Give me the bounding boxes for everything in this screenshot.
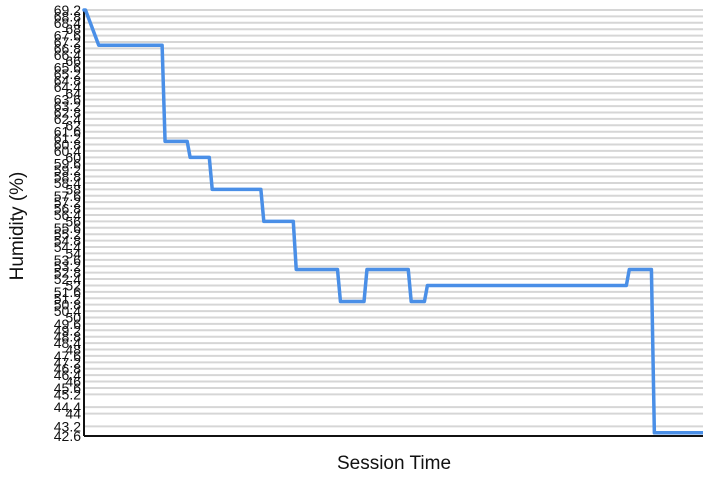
y-tick-label-55: 65.6 — [54, 60, 81, 76]
y-tick-label-21: 52 — [65, 277, 81, 293]
y-tick-label-49: 63.2 — [54, 98, 81, 114]
y-tick-label-60: 67.6 — [54, 28, 81, 44]
y-tick-label-4: 45.2 — [54, 386, 81, 402]
y-tick-label-46: 62 — [65, 117, 81, 133]
y-tick-label-12: 48.4 — [54, 335, 81, 351]
y-tick-label-31: 56 — [65, 213, 81, 229]
y-tick-label-1: 43.2 — [54, 418, 81, 434]
y-axis-title: Humidity (%) — [7, 172, 28, 281]
y-tick-label-17: 50.4 — [54, 303, 81, 319]
y-tick-label-11: 48 — [65, 342, 81, 358]
y-tick-label-14: 49.2 — [54, 322, 81, 338]
y-tick-label-23: 52.8 — [54, 265, 81, 281]
y-tick-label-44: 61.2 — [54, 130, 81, 146]
y-tick-label-9: 47.2 — [54, 354, 81, 370]
y-axis-tick-labels: 42.643.24444.445.245.64646.446.847.247.6… — [54, 2, 81, 444]
y-tick-label-56: 66 — [65, 53, 81, 69]
y-tick-label-2: 44 — [65, 406, 81, 422]
y-tick-label-42: 60.4 — [54, 143, 81, 159]
y-tick-label-59: 67.2 — [54, 34, 81, 50]
y-tick-label-37: 58.4 — [54, 175, 81, 191]
y-tick-label-35: 57.6 — [54, 188, 81, 204]
y-tick-label-48: 62.8 — [54, 104, 81, 120]
y-tick-label-43: 60.8 — [54, 137, 81, 153]
y-tick-label-18: 50.8 — [54, 297, 81, 313]
y-tick-label-32: 56.4 — [54, 207, 81, 223]
y-tick-label-63: 68.8 — [54, 8, 81, 24]
series-line-humidity — [82, 8, 703, 435]
y-tick-label-8: 46.8 — [54, 361, 81, 377]
y-tick-label-29: 55.2 — [54, 226, 81, 242]
y-tick-label-38: 58.8 — [54, 169, 81, 185]
y-tick-label-3: 44.4 — [54, 399, 81, 415]
y-tick-label-26: 54 — [65, 245, 81, 261]
y-tick-label-20: 51.6 — [54, 284, 81, 300]
y-tick-label-15: 49.6 — [54, 316, 81, 332]
y-tick-label-34: 57.2 — [54, 194, 81, 210]
y-tick-label-36: 58 — [65, 181, 81, 197]
y-tick-label-58: 66.8 — [54, 40, 81, 56]
y-tick-label-50: 63.6 — [54, 92, 81, 108]
y-tick-label-7: 46.4 — [54, 367, 81, 383]
y-tick-label-51: 64 — [65, 85, 81, 101]
y-tick-label-62: 68.4 — [54, 15, 81, 31]
y-tick-label-39: 59.2 — [54, 162, 81, 178]
y-tick-label-16: 50 — [65, 309, 81, 325]
y-tick-label-28: 54.8 — [54, 233, 81, 249]
y-tick-label-25: 53.6 — [54, 252, 81, 268]
y-tick-label-57: 66.4 — [54, 47, 81, 63]
x-axis-title: Session Time — [337, 453, 451, 474]
y-tick-label-45: 61.6 — [54, 124, 81, 140]
y-tick-label-13: 48.8 — [54, 329, 81, 345]
y-tick-label-27: 54.4 — [54, 239, 81, 255]
y-tick-label-41: 60 — [65, 149, 81, 165]
y-tick-label-61: 68 — [65, 21, 81, 37]
y-tick-label-30: 55.6 — [54, 220, 81, 236]
y-tick-label-53: 64.8 — [54, 72, 81, 88]
y-tick-label-5: 45.6 — [54, 380, 81, 396]
y-tick-label-54: 65.2 — [54, 66, 81, 82]
y-tick-label-22: 52.4 — [54, 271, 81, 287]
y-tick-label-52: 64.4 — [54, 79, 81, 95]
y-tick-label-6: 46 — [65, 374, 81, 390]
y-tick-label-10: 47.6 — [54, 348, 81, 364]
y-tick-label-64: 69.2 — [54, 2, 81, 18]
y-tick-label-33: 56.8 — [54, 201, 81, 217]
y-tick-label-0: 42.6 — [54, 428, 81, 444]
y-tick-label-24: 53.2 — [54, 258, 81, 274]
y-tick-label-47: 62.4 — [54, 111, 81, 127]
y-tick-label-40: 59.6 — [54, 156, 81, 172]
gridlines — [84, 9, 703, 437]
y-tick-label-19: 51.2 — [54, 290, 81, 306]
